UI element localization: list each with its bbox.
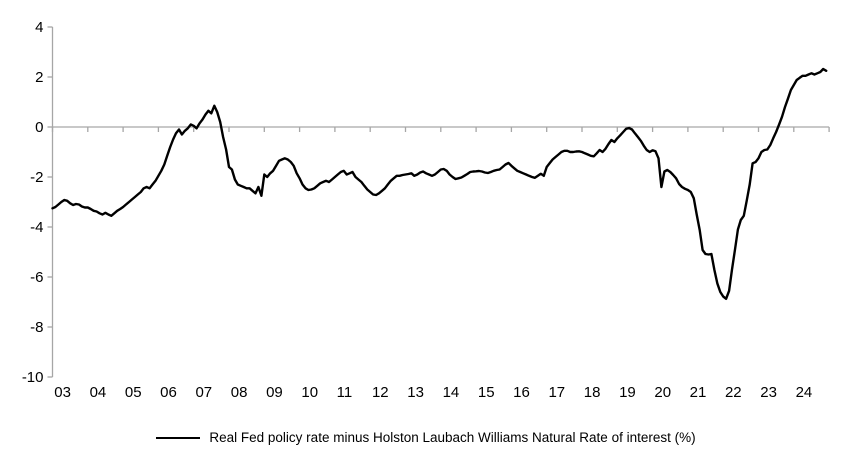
x-tick-label: 06 [160, 384, 177, 401]
y-tick-label: -6 [30, 269, 43, 286]
x-tick-label: 18 [584, 384, 601, 401]
x-tick-label: 24 [796, 384, 813, 401]
x-tick-label: 14 [443, 384, 460, 401]
y-tick-label: 4 [35, 19, 43, 36]
x-tick-label: 23 [760, 384, 777, 401]
data-series-line [51, 67, 828, 300]
x-tick-label: 20 [654, 384, 671, 401]
x-tick-label: 16 [513, 384, 530, 401]
y-tick-label: -2 [30, 169, 43, 186]
x-tick-label: 12 [372, 384, 389, 401]
x-tick-label: 10 [301, 384, 318, 401]
x-tick-label: 03 [54, 384, 71, 401]
legend-line-sample-icon [156, 436, 201, 439]
y-tick-label: -10 [22, 369, 44, 386]
y-tick-label: 2 [35, 69, 43, 86]
x-tick-label: 07 [195, 384, 212, 401]
x-tick-label: 15 [478, 384, 495, 401]
x-tick-label: 04 [90, 384, 107, 401]
x-tick-label: 13 [407, 384, 424, 401]
y-tick-label: -4 [30, 219, 43, 236]
x-tick-label: 09 [266, 384, 283, 401]
legend-series-label: Real Fed policy rate minus Holston Lauba… [209, 430, 696, 445]
y-tick-label: 0 [35, 119, 43, 136]
x-tick-label: 22 [725, 384, 742, 401]
chart-legend: Real Fed policy rate minus Holston Lauba… [0, 430, 852, 445]
x-tick-label: 05 [125, 384, 142, 401]
x-tick-label: 08 [231, 384, 248, 401]
x-tick-label: 19 [619, 384, 636, 401]
x-tick-label: 17 [548, 384, 565, 401]
y-tick-label: -8 [30, 319, 43, 336]
x-tick-label: 21 [690, 384, 707, 401]
x-tick-label: 11 [337, 384, 353, 401]
